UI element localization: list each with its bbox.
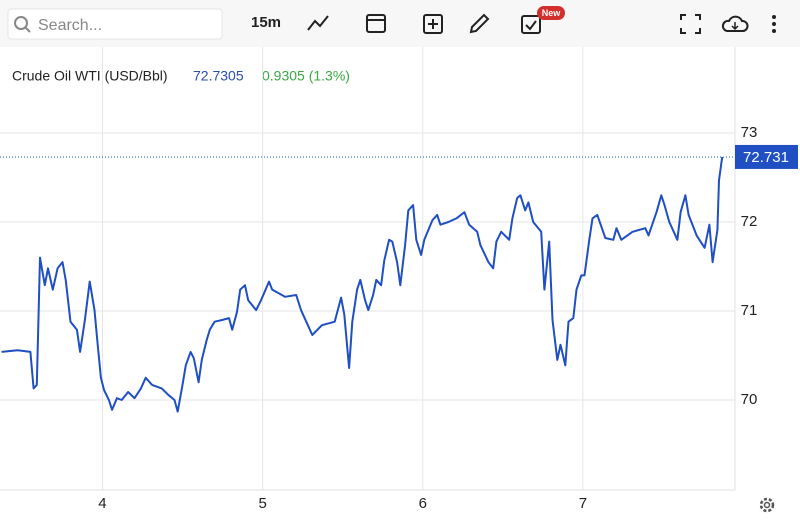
chart-type-button[interactable] (307, 15, 329, 31)
x-tick-label: 6 (419, 495, 427, 512)
y-tick-label: 71 (741, 302, 758, 319)
y-tick-label: 73 (741, 124, 758, 141)
search-box[interactable] (7, 8, 223, 40)
x-tick-label: 7 (579, 495, 587, 512)
new-badge-text: New (542, 8, 562, 18)
new-badge (537, 6, 565, 20)
price-line (1, 156, 724, 413)
price-change: 0.9305 (1.3%) (262, 68, 350, 84)
last-price-label: 72.731 (743, 149, 789, 166)
events-icon (525, 20, 537, 31)
y-tick-label: 72 (741, 213, 758, 230)
search-icon (24, 26, 31, 33)
download-icon (731, 22, 739, 31)
search-icon (14, 16, 28, 30)
menu-button[interactable] (772, 15, 776, 33)
draw-button[interactable] (469, 13, 490, 34)
search-placeholder: Search... (38, 17, 102, 34)
add-icon (428, 19, 438, 29)
instrument-name: Crude Oil WTI (USD/Bbl) (12, 68, 168, 84)
price: 72.7305 (193, 68, 244, 84)
settings-button[interactable] (759, 497, 775, 513)
download-button[interactable] (721, 15, 749, 32)
x-tick-label: 5 (258, 495, 266, 512)
events-button[interactable] (521, 15, 541, 34)
last-price-tag (735, 144, 798, 169)
x-tick-label: 4 (98, 495, 106, 512)
add-button[interactable] (423, 14, 443, 34)
interval-button[interactable]: 15m (251, 14, 281, 31)
y-tick-label: 70 (741, 391, 758, 408)
calendar-button[interactable] (366, 14, 386, 33)
fullscreen-button[interactable] (680, 14, 701, 34)
